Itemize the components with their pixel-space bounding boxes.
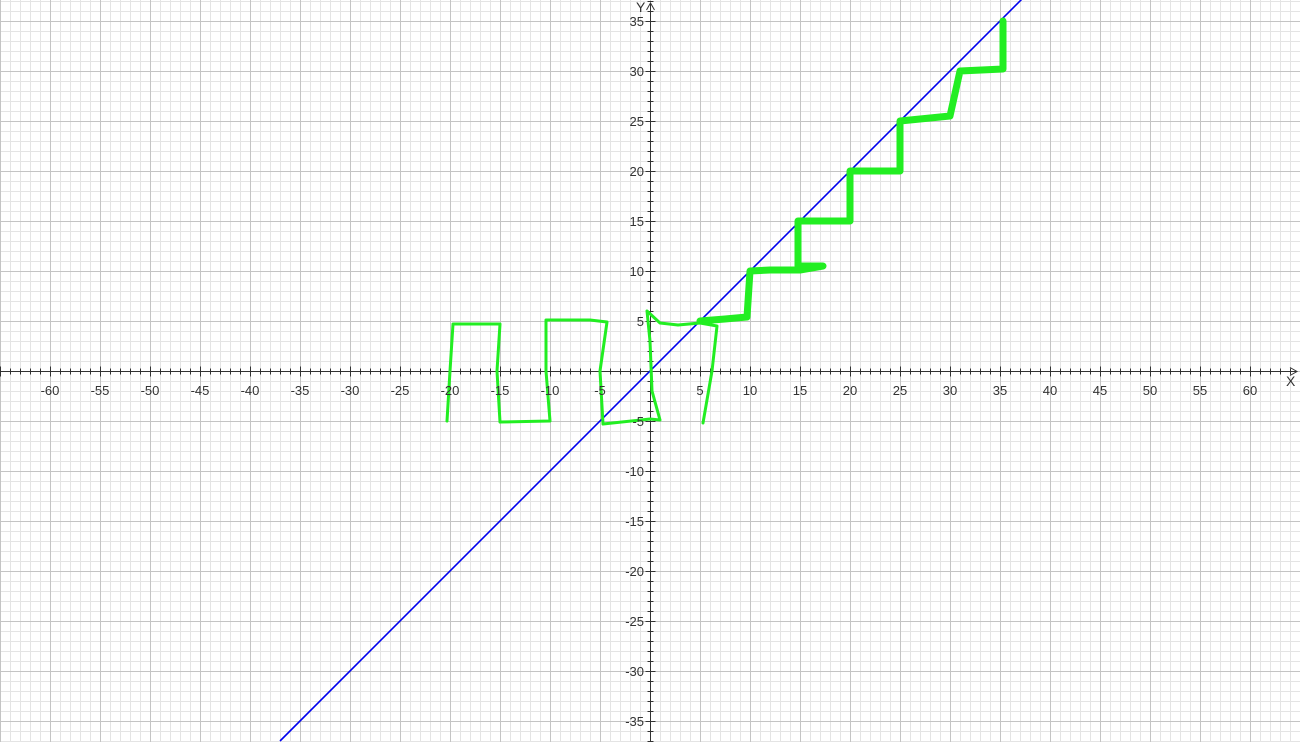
tick-labels: -60 -55 -50 -45 -40 -35 -30 -25 -20 -15 -10 -5 5 10 15… [41, 14, 1258, 729]
x-tick-label: -50 [141, 383, 160, 398]
y-tick-label: -5 [632, 414, 644, 429]
x-tick-label: 35 [993, 383, 1007, 398]
x-tick-label: -40 [241, 383, 260, 398]
y-tick-label: 35 [630, 14, 644, 29]
freehand-staircase-thick [696, 17, 1007, 325]
x-tick-label: 10 [743, 383, 757, 398]
x-tick-label: -15 [491, 383, 510, 398]
y-tick-label: 10 [630, 264, 644, 279]
x-tick-label: 60 [1243, 383, 1257, 398]
y-tick-label: -10 [625, 464, 644, 479]
freehand-squarewave-thin [445, 309, 719, 426]
x-tick-label: 40 [1043, 383, 1057, 398]
x-tick-label: -45 [191, 383, 210, 398]
x-tick-label: -60 [41, 383, 60, 398]
x-axis-label: X [1286, 373, 1296, 389]
y-tick-label: 20 [630, 164, 644, 179]
x-tick-label: 20 [843, 383, 857, 398]
x-tick-label: -25 [391, 383, 410, 398]
x-tick-label: 45 [1093, 383, 1107, 398]
y-tick-label: 15 [630, 214, 644, 229]
y-axis-label: Y [636, 0, 646, 15]
x-tick-label: 30 [943, 383, 957, 398]
x-tick-label: 55 [1193, 383, 1207, 398]
y-tick-label: -15 [625, 514, 644, 529]
x-tick-label: -5 [594, 383, 606, 398]
x-tick-label: -20 [441, 383, 460, 398]
series-layer [279, 0, 1023, 742]
y-tick-label: -30 [625, 664, 644, 679]
y-tick-label: 30 [630, 64, 644, 79]
x-tick-label: -30 [341, 383, 360, 398]
y-axis-arrow [646, 1, 655, 11]
x-tick-label: -55 [91, 383, 110, 398]
x-tick-label: 25 [893, 383, 907, 398]
x-tick-label: -10 [541, 383, 560, 398]
x-tick-label: 5 [696, 383, 703, 398]
y-tick-label: 5 [637, 314, 644, 329]
x-tick-label: 50 [1143, 383, 1157, 398]
y-tick-label: -20 [625, 564, 644, 579]
x-tick-label: 15 [793, 383, 807, 398]
x-tick-label: -35 [291, 383, 310, 398]
y-tick-label: -35 [625, 714, 644, 729]
x-axis-arrow [1289, 367, 1299, 376]
y-tick-label: 25 [630, 114, 644, 129]
y-tick-label: -25 [625, 614, 644, 629]
